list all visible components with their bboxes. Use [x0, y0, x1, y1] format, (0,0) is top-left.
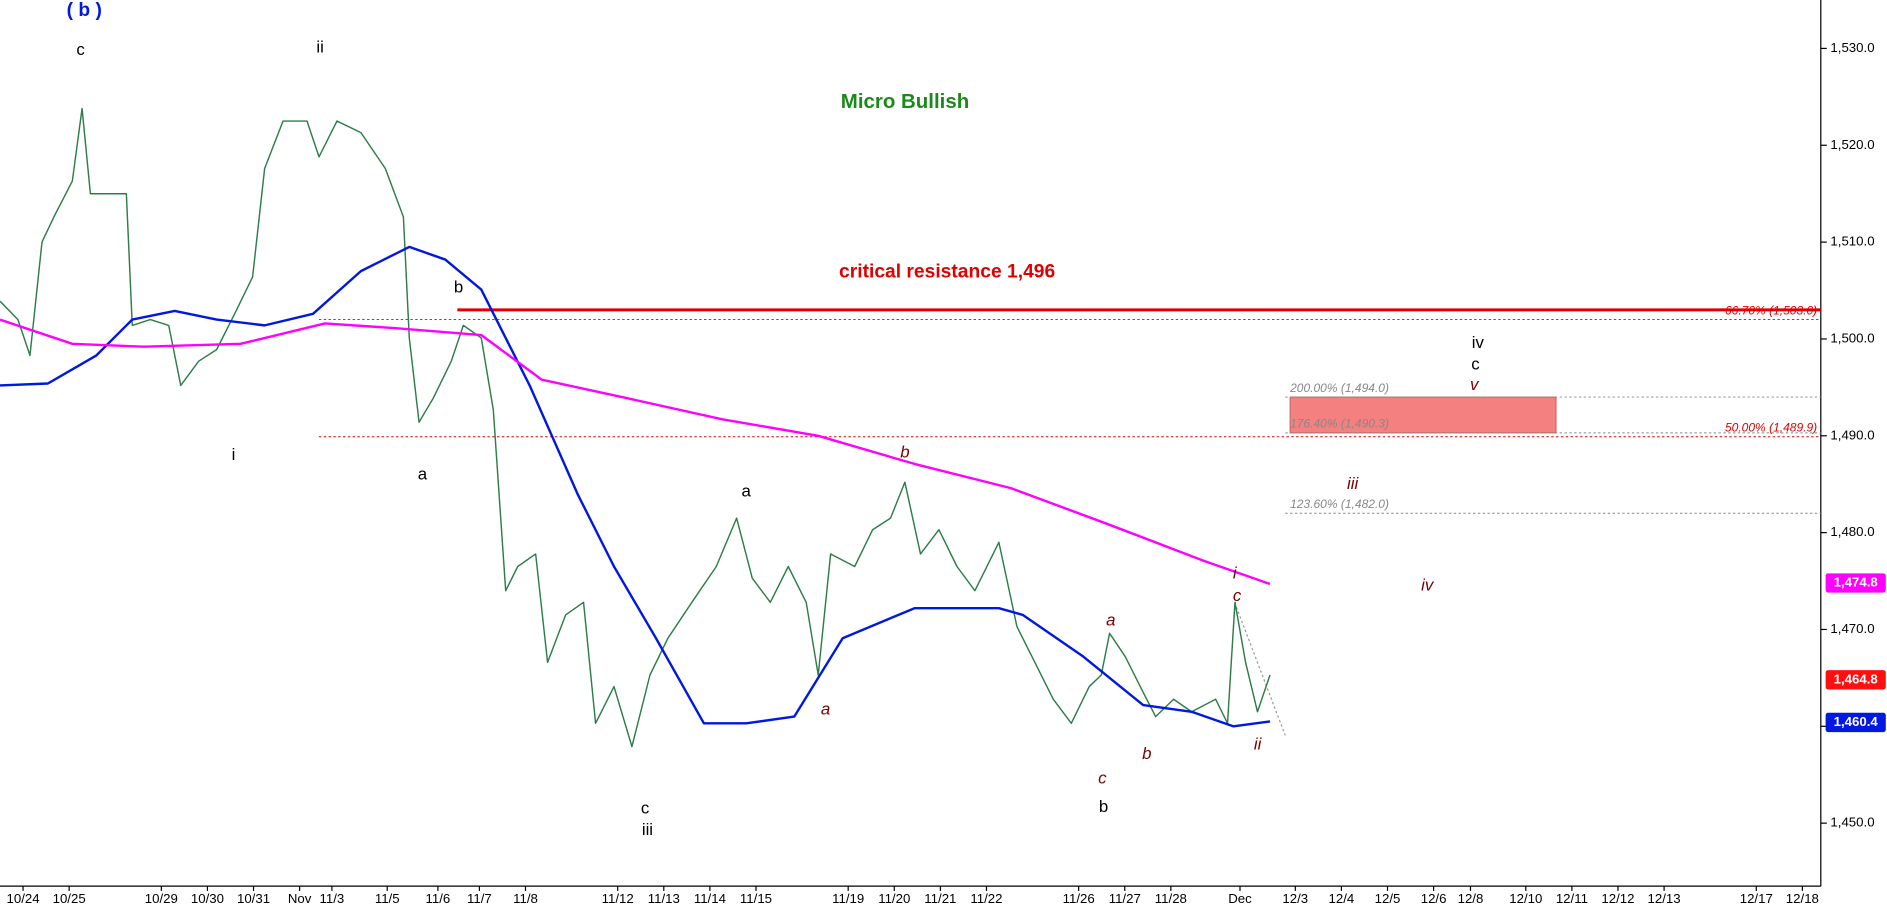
x-tick-label: 10/31 — [237, 891, 270, 906]
price-tag-label: 1,460.4 — [1834, 714, 1879, 729]
wave-label: a — [741, 481, 751, 500]
x-tick-label: 12/18 — [1786, 891, 1819, 906]
y-tick-label: 1,520.0 — [1830, 137, 1874, 152]
wave-label: ii — [1254, 734, 1263, 753]
x-tick-label: 11/6 — [426, 891, 451, 906]
trend-guide — [1234, 602, 1286, 736]
x-tick-label: 10/29 — [145, 891, 178, 906]
wave-label: critical resistance 1,496 — [839, 262, 1055, 283]
x-tick-label: 12/11 — [1556, 891, 1588, 906]
x-tick-label: 11/14 — [694, 891, 726, 906]
x-tick-label: 10/25 — [53, 891, 86, 906]
wave-label: ii — [316, 38, 323, 57]
y-tick-label: 1,500.0 — [1830, 330, 1874, 345]
y-tick-label: 1,480.0 — [1830, 524, 1874, 539]
x-tick-label: 12/4 — [1329, 891, 1355, 906]
y-tick-label: 1,450.0 — [1830, 815, 1874, 830]
wave-label: ( b ) — [67, 0, 102, 21]
price-tag — [1825, 670, 1886, 690]
wave-label: v — [1470, 375, 1480, 394]
x-tick-label: 11/8 — [513, 891, 538, 906]
wave-label: c — [1233, 586, 1242, 605]
wave-label: iv — [1421, 575, 1435, 594]
x-tick-label: 11/26 — [1063, 891, 1095, 906]
wave-label: b — [900, 443, 909, 462]
x-tick-label: 12/17 — [1740, 891, 1773, 906]
x-tick-label: 11/5 — [375, 891, 400, 906]
wave-label: a — [1106, 610, 1115, 629]
wave-label: b — [454, 278, 463, 297]
fib-level-label: 123.60% (1,482.0) — [1290, 497, 1389, 511]
wave-label: b — [1099, 797, 1108, 816]
wave-label: iii — [642, 820, 653, 839]
x-tick-label: 11/28 — [1155, 891, 1187, 906]
y-tick-label: 1,510.0 — [1830, 234, 1874, 249]
fib-level-label: 176.40% (1,490.3) — [1290, 417, 1389, 431]
x-tick-label: 12/12 — [1601, 891, 1634, 906]
wave-label: iii — [1347, 474, 1359, 493]
x-tick-label: 12/10 — [1509, 891, 1542, 906]
fib-level-label: 200.00% (1,494.0) — [1289, 381, 1389, 395]
x-tick-label: 12/5 — [1375, 891, 1401, 906]
x-tick-label: 11/27 — [1109, 891, 1141, 906]
x-tick-label: 10/24 — [7, 891, 40, 906]
x-tick-label: 11/15 — [740, 891, 772, 906]
x-tick-label: 11/20 — [878, 891, 910, 906]
price-line — [0, 245, 1271, 728]
wave-label: c — [1098, 768, 1107, 787]
x-tick-label: 12/8 — [1458, 891, 1484, 906]
x-tick-label: 11/19 — [832, 891, 864, 906]
wave-label: iv — [1472, 333, 1485, 352]
x-tick-label: 10/30 — [191, 891, 224, 906]
y-tick-label: 1,470.0 — [1830, 621, 1874, 636]
wave-label: c — [1471, 355, 1479, 374]
x-tick-label: 12/13 — [1648, 891, 1681, 906]
wave-label: b — [1142, 744, 1151, 763]
x-tick-label: Dec — [1228, 891, 1252, 906]
x-tick-label: 11/13 — [648, 891, 680, 906]
wave-label: Micro Bullish — [841, 90, 969, 113]
price-line — [0, 107, 1271, 748]
target-zone — [1289, 396, 1557, 434]
price-tag-label: 1,474.8 — [1834, 574, 1878, 589]
x-tick-label: 11/22 — [970, 891, 1002, 906]
wave-label: c — [76, 40, 84, 59]
x-tick-label: 11/7 — [467, 891, 492, 906]
price-tag-label: 1,464.8 — [1834, 671, 1878, 686]
price-tag — [1825, 712, 1886, 733]
price-tag — [1825, 573, 1886, 593]
wave-label: a — [821, 700, 830, 719]
x-tick-label: 11/12 — [602, 891, 634, 906]
wave-label: a — [418, 464, 428, 483]
wave-label: c — [641, 798, 649, 817]
x-tick-label: Nov — [288, 891, 312, 906]
wave-label: i — [232, 445, 236, 464]
x-tick-label: 12/6 — [1421, 891, 1447, 906]
x-tick-label: 12/3 — [1282, 891, 1308, 906]
y-tick-label: 1,490.0 — [1830, 427, 1874, 442]
x-tick-label: 11/3 — [320, 891, 345, 906]
fib-level-label: 50.00% (1,489.9) — [1725, 420, 1817, 434]
y-tick-label: 1,530.0 — [1830, 40, 1874, 55]
x-tick-label: 11/21 — [924, 891, 956, 906]
price-line — [0, 318, 1271, 586]
wave-label: i — [1233, 563, 1238, 582]
